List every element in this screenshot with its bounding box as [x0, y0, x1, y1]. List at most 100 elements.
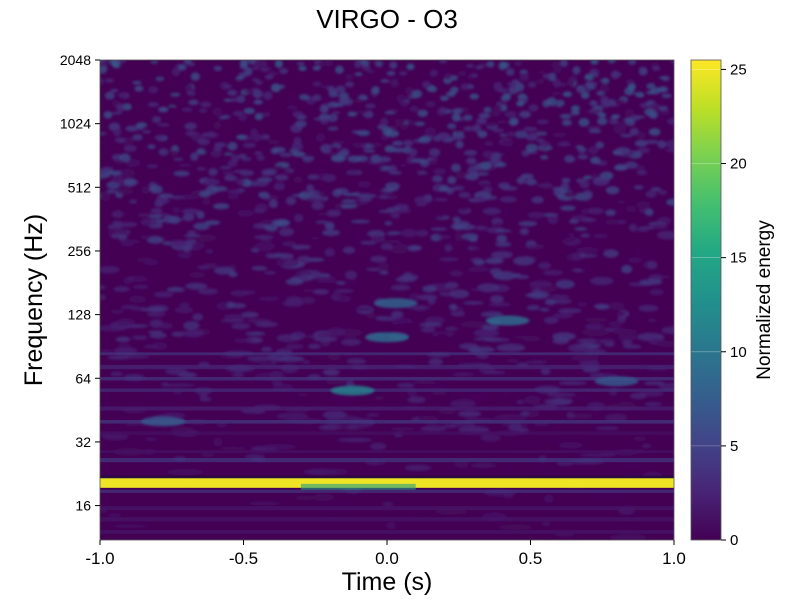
noise-speck	[590, 73, 600, 77]
noise-speck	[518, 220, 538, 227]
noise-speck	[275, 84, 286, 89]
energy-blob	[485, 315, 530, 326]
noise-speck	[147, 144, 156, 150]
noise-speck	[100, 265, 120, 274]
noise-speck	[117, 92, 127, 99]
noise-speck	[101, 192, 111, 202]
noise-speck	[331, 140, 345, 145]
noise-speck	[454, 232, 463, 242]
noise-speck	[199, 393, 208, 399]
noise-speck	[496, 120, 508, 124]
noise-speck	[183, 234, 203, 238]
noise-speck	[647, 318, 657, 324]
noise-speck	[451, 372, 474, 377]
noise-speck	[294, 495, 315, 501]
noise-speck	[158, 148, 169, 156]
noise-speck	[253, 151, 262, 155]
noise-speck	[504, 111, 517, 117]
noise-speck	[489, 268, 502, 276]
noise-speck	[541, 521, 551, 526]
noise-speck	[261, 443, 297, 451]
noise-speck	[346, 357, 367, 365]
noise-speck	[463, 114, 473, 121]
noise-speck	[262, 224, 273, 230]
noise-speck	[373, 395, 386, 401]
noise-speck	[542, 99, 551, 108]
noise-speck	[436, 235, 452, 239]
noise-speck	[639, 102, 649, 109]
noise-speck	[167, 105, 178, 114]
noise-speck	[145, 437, 157, 442]
y-axis-label: Frequency (Hz)	[20, 214, 48, 386]
noise-speck	[190, 72, 200, 81]
noise-speck	[178, 64, 187, 71]
noise-speck	[570, 105, 581, 112]
noise-speck	[246, 355, 271, 362]
noise-speck	[323, 499, 350, 509]
noise-speck	[666, 198, 674, 206]
noise-speck	[116, 317, 135, 327]
noise-speck	[208, 168, 218, 176]
noise-speck	[495, 241, 512, 248]
noise-speck	[354, 72, 363, 77]
noise-speck	[487, 302, 512, 307]
noise-speck	[179, 290, 201, 297]
noise-speck	[558, 380, 587, 386]
noise-speck	[155, 76, 165, 82]
noise-speck	[105, 189, 117, 194]
noise-speck	[173, 170, 190, 177]
noise-speck	[385, 130, 400, 138]
noise-speck	[558, 441, 584, 449]
noise-speck	[404, 86, 414, 95]
noise-speck	[300, 296, 316, 305]
noise-speck	[588, 126, 601, 131]
noise-speck	[483, 195, 498, 201]
noise-speck	[620, 133, 633, 138]
noise-speck	[396, 203, 405, 209]
noise-speck	[661, 326, 674, 335]
noise-speck	[100, 69, 106, 74]
noise-speck	[256, 411, 282, 418]
noise-speck	[561, 177, 571, 183]
noise-speck	[371, 86, 380, 95]
x-axis-label: Time (s)	[342, 568, 433, 596]
frequency-band	[100, 377, 674, 381]
noise-speck	[254, 112, 264, 121]
noise-speck	[536, 183, 554, 188]
noise-speck	[272, 146, 286, 154]
chart-title: VIRGO - O3	[316, 4, 458, 34]
noise-speck	[298, 191, 310, 200]
noise-speck	[264, 74, 274, 80]
noise-speck	[651, 66, 661, 71]
noise-speck	[385, 182, 400, 190]
colorbar-gradient	[691, 60, 721, 540]
noise-speck	[370, 442, 387, 451]
noise-speck	[158, 322, 173, 329]
noise-speck	[130, 277, 156, 286]
noise-speck	[589, 276, 614, 286]
noise-speck	[528, 104, 539, 112]
frequency-band	[100, 458, 674, 463]
noise-speck	[636, 169, 648, 176]
noise-speck	[643, 381, 665, 386]
noise-speck	[507, 81, 517, 87]
noise-speck	[212, 121, 222, 130]
noise-speck	[361, 60, 370, 67]
noise-speck	[506, 131, 517, 138]
noise-speck	[607, 60, 616, 64]
noise-speck	[146, 235, 164, 244]
noise-speck	[636, 227, 649, 232]
noise-speck	[614, 163, 628, 171]
noise-speck	[520, 173, 534, 179]
noise-speck	[186, 91, 196, 96]
noise-speck	[635, 164, 646, 170]
noise-speck	[523, 126, 536, 133]
noise-speck	[324, 247, 335, 257]
noise-speck	[320, 118, 329, 125]
noise-speck	[238, 153, 247, 159]
noise-speck	[256, 154, 266, 161]
noise-speck	[430, 227, 448, 231]
noise-speck	[599, 320, 625, 329]
noise-speck	[611, 328, 638, 336]
noise-speck	[322, 468, 349, 476]
